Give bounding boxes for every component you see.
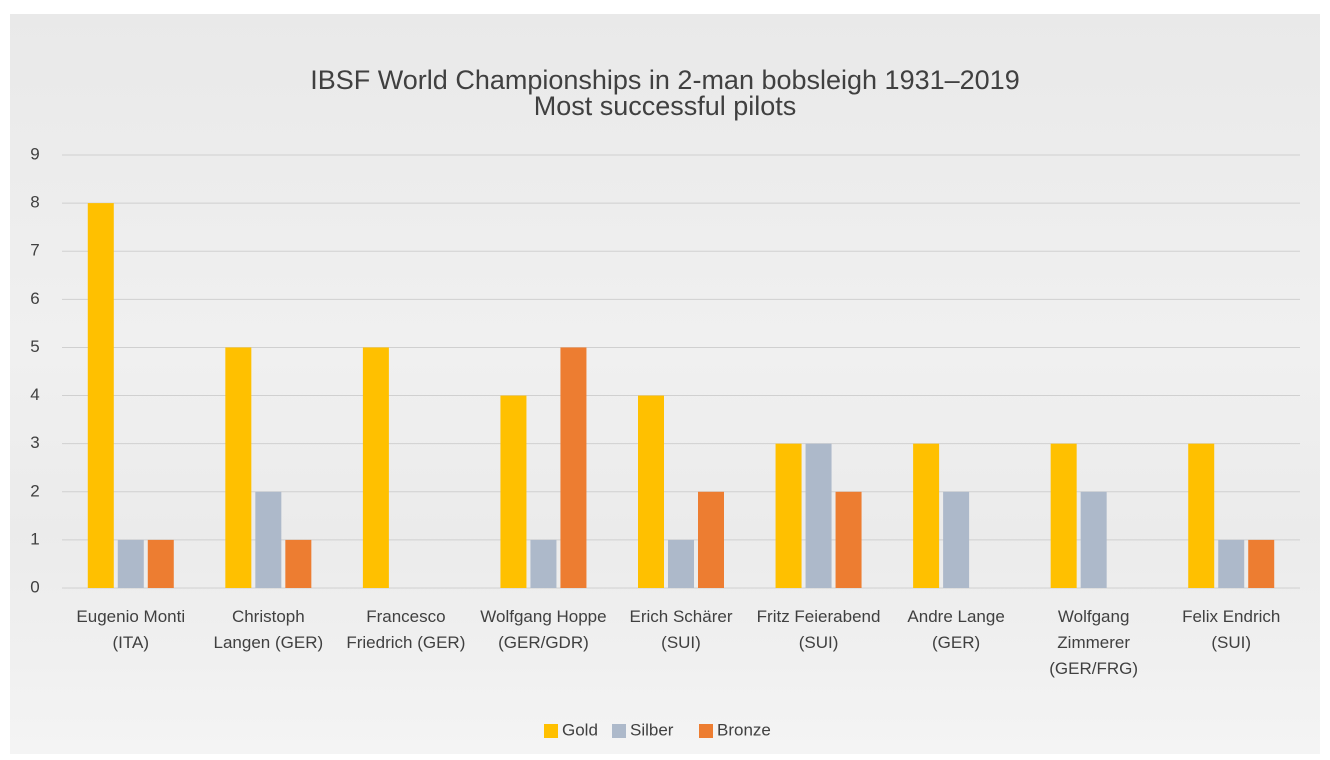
bar xyxy=(668,540,694,588)
legend-label: Silber xyxy=(630,720,674,739)
bar xyxy=(1051,444,1077,588)
bar xyxy=(943,492,969,588)
chart-subtitle: Most successful pilots xyxy=(534,91,797,121)
x-tick-label: Wolfgang Hoppe (GER/GDR) xyxy=(476,604,610,656)
y-tick-label: 4 xyxy=(30,385,39,404)
y-tick-label: 6 xyxy=(30,289,39,308)
bar xyxy=(118,540,144,588)
x-tick-label: Christoph Langen (GER) xyxy=(201,604,335,656)
legend-label: Gold xyxy=(562,720,598,739)
x-tick-label: Erich Schärer (SUI) xyxy=(614,604,748,656)
bar xyxy=(285,540,311,588)
y-tick-label: 5 xyxy=(30,337,39,356)
legend-swatch xyxy=(699,724,713,738)
bar xyxy=(560,347,586,588)
bar xyxy=(638,396,664,588)
bar xyxy=(88,203,114,588)
legend-label: Bronze xyxy=(717,720,771,739)
bar xyxy=(913,444,939,588)
bar xyxy=(530,540,556,588)
bar xyxy=(500,396,526,588)
bar xyxy=(363,347,389,588)
y-tick-label: 3 xyxy=(30,433,39,452)
x-tick-label: Eugenio Monti (ITA) xyxy=(64,604,198,656)
y-tick-label: 1 xyxy=(30,529,39,548)
bar xyxy=(1218,540,1244,588)
bar xyxy=(698,492,724,588)
x-tick-label: Andre Lange (GER) xyxy=(889,604,1023,656)
x-tick-label: Felix Endrich (SUI) xyxy=(1164,604,1298,656)
page: IBSF World Championships in 2-man bobsle… xyxy=(0,0,1330,760)
bar xyxy=(1188,444,1214,588)
bar xyxy=(255,492,281,588)
x-tick-label: Francesco Friedrich (GER) xyxy=(339,604,473,656)
y-tick-label: 9 xyxy=(30,144,39,163)
legend-swatch xyxy=(544,724,558,738)
y-tick-label: 8 xyxy=(30,193,39,212)
y-tick-label: 0 xyxy=(30,577,39,596)
bar xyxy=(148,540,174,588)
y-tick-label: 2 xyxy=(30,481,39,500)
bar xyxy=(1248,540,1274,588)
x-tick-label: Fritz Feierabend (SUI) xyxy=(752,604,886,656)
bar xyxy=(1081,492,1107,588)
bar xyxy=(806,444,832,588)
bar xyxy=(776,444,802,588)
x-tick-label: Wolfgang Zimmerer (GER/FRG) xyxy=(1027,604,1161,682)
y-tick-label: 7 xyxy=(30,241,39,260)
bar xyxy=(836,492,862,588)
bar xyxy=(225,347,251,588)
legend-swatch xyxy=(612,724,626,738)
